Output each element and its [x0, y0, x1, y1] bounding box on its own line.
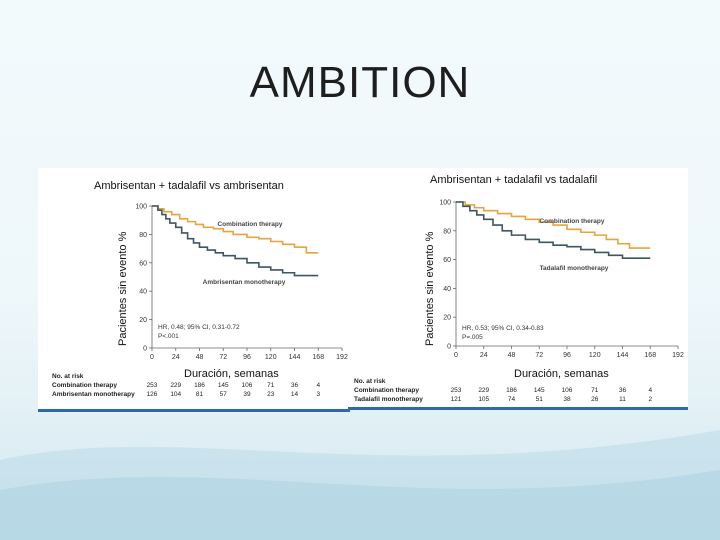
risk-value: 145: [218, 382, 229, 389]
hazard-ratio-text: P=.005: [462, 334, 483, 341]
x-tick-label: 168: [644, 352, 656, 359]
risk-row-label: Tadalafil monotherapy: [354, 396, 423, 403]
series-label: Combination therapy: [539, 218, 604, 225]
x-tick-label: 144: [617, 352, 629, 359]
y-tick-label: 0: [143, 346, 147, 353]
x-tick-label: 0: [454, 352, 458, 359]
panel-underline: [38, 409, 350, 412]
risk-table-header: No. at risk: [52, 373, 84, 380]
risk-value: 121: [451, 396, 462, 403]
series-line-combination: [456, 201, 651, 249]
risk-value: 229: [478, 387, 489, 394]
chart-panel-right: Ambrisentan + tadalafil vs tadalafil Pac…: [348, 168, 688, 410]
risk-value: 39: [243, 391, 251, 398]
y-tick-label: 20: [443, 315, 451, 322]
risk-value: 186: [506, 387, 517, 394]
x-tick-label: 96: [563, 352, 571, 359]
risk-value: 4: [648, 387, 652, 394]
series-label: Ambrisentan monotherapy: [203, 279, 286, 286]
panel-underline: [348, 407, 688, 410]
series-line-monotherapy: [456, 201, 651, 259]
risk-value: 2: [648, 396, 652, 403]
y-tick-label: 0: [447, 344, 451, 351]
hazard-ratio-text: HR, 0.48; 95% CI, 0.31-0.72: [158, 324, 240, 331]
chart-subtitle: Ambrisentan + tadalafil vs ambrisentan: [94, 180, 284, 192]
series-label: Combination therapy: [217, 221, 282, 228]
chart-subtitle: Ambrisentan + tadalafil vs tadalafil: [430, 174, 598, 186]
x-tick-label: 144: [289, 354, 301, 361]
y-tick-label: 80: [139, 232, 147, 239]
x-tick-label: 24: [480, 352, 488, 359]
x-tick-label: 48: [508, 352, 516, 359]
x-tick-label: 120: [265, 354, 277, 361]
x-axis-label: Duración, semanas: [514, 368, 609, 380]
x-tick-label: 72: [535, 352, 543, 359]
y-tick-label: 60: [139, 260, 147, 267]
y-tick-label: 100: [135, 204, 147, 211]
risk-value: 253: [147, 382, 158, 389]
x-tick-label: 192: [336, 354, 348, 361]
risk-value: 4: [316, 382, 320, 389]
y-tick-label: 20: [139, 317, 147, 324]
risk-value: 71: [591, 387, 599, 394]
chart-panel-left: Ambrisentan + tadalafil vs ambrisentan P…: [38, 168, 350, 412]
x-tick-label: 72: [219, 354, 227, 361]
risk-value: 36: [619, 387, 627, 394]
x-axis-label: Duración, semanas: [184, 368, 279, 380]
risk-row-label: Combination therapy: [354, 387, 419, 394]
x-tick-label: 120: [589, 352, 601, 359]
risk-value: 23: [267, 391, 275, 398]
risk-value: 71: [267, 382, 275, 389]
risk-row-label: Ambrisentan monotherapy: [52, 391, 135, 398]
x-tick-label: 192: [672, 352, 684, 359]
background-wave: [0, 430, 720, 540]
y-tick-label: 60: [443, 257, 451, 264]
risk-value: 38: [563, 396, 571, 403]
hazard-ratio-text: HR, 0.53; 95% CI, 0.34-0.83: [462, 325, 544, 332]
risk-value: 81: [196, 391, 204, 398]
risk-row-label: Combination therapy: [52, 382, 117, 389]
risk-value: 126: [147, 391, 158, 398]
risk-value: 105: [478, 396, 489, 403]
risk-value: 3: [316, 391, 320, 398]
x-tick-label: 48: [196, 354, 204, 361]
risk-value: 11: [619, 396, 626, 403]
risk-value: 36: [291, 382, 299, 389]
y-tick-label: 40: [139, 289, 147, 296]
risk-value: 57: [220, 391, 228, 398]
risk-value: 106: [242, 382, 253, 389]
risk-value: 74: [508, 396, 516, 403]
risk-table-header: No. at risk: [354, 378, 386, 385]
y-tick-label: 80: [443, 228, 451, 235]
series-line-combination: [152, 205, 319, 254]
slide-title: AMBITION: [249, 58, 471, 107]
y-tick-label: 100: [439, 200, 451, 207]
risk-value: 229: [170, 382, 181, 389]
risk-value: 145: [534, 387, 545, 394]
x-tick-label: 0: [150, 354, 154, 361]
series-label: Tadalafil monotherapy: [540, 265, 609, 272]
hazard-ratio-text: P<.001: [158, 333, 179, 340]
risk-value: 51: [536, 396, 544, 403]
risk-value: 14: [291, 391, 299, 398]
y-tick-label: 40: [443, 286, 451, 293]
risk-value: 253: [451, 387, 462, 394]
risk-value: 186: [194, 382, 205, 389]
risk-value: 104: [170, 391, 181, 398]
x-tick-label: 96: [243, 354, 251, 361]
risk-value: 106: [562, 387, 573, 394]
risk-value: 26: [591, 396, 599, 403]
x-tick-label: 168: [312, 354, 324, 361]
series-line-monotherapy: [152, 205, 319, 277]
x-tick-label: 24: [172, 354, 180, 361]
